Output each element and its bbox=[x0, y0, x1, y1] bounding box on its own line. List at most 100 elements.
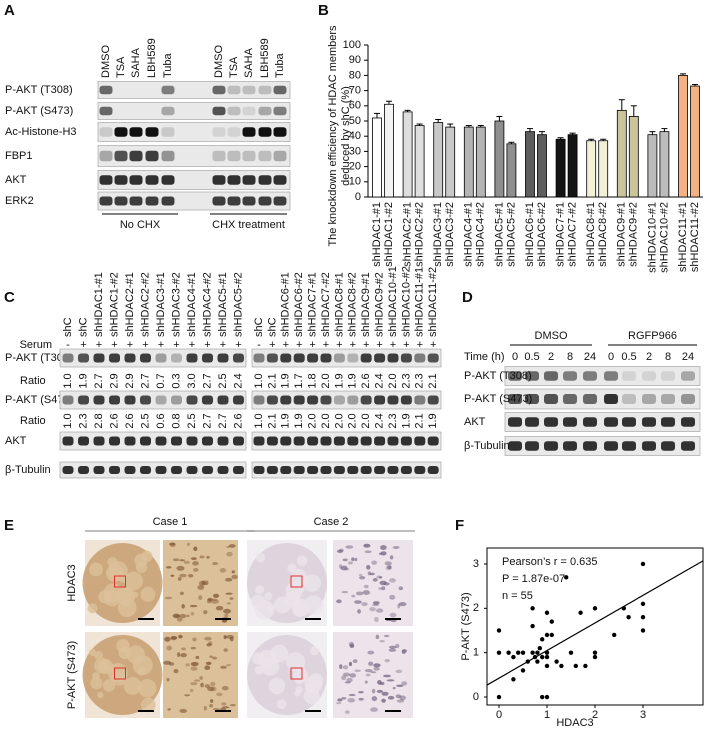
lane-label: LBH589 bbox=[146, 38, 158, 78]
cell-nucleus bbox=[370, 707, 378, 712]
annotation: Pearson’s r = 0.635 bbox=[502, 556, 598, 568]
cell-nucleus bbox=[354, 669, 361, 673]
blot-band bbox=[360, 353, 372, 363]
point bbox=[573, 663, 578, 669]
bar bbox=[690, 85, 700, 198]
cell-nucleus bbox=[339, 664, 343, 669]
blot-band bbox=[414, 395, 426, 405]
blot-band bbox=[145, 175, 159, 185]
x-tick-label: shHDAC3-#1 bbox=[432, 202, 444, 267]
blot-band bbox=[563, 371, 577, 381]
blot-band bbox=[266, 436, 278, 446]
cell-nucleus bbox=[348, 693, 356, 697]
lane-label: shHDAC4-#1 bbox=[186, 272, 198, 337]
ratio-value: 2.7 bbox=[217, 413, 229, 428]
row-label: Ratio bbox=[20, 375, 46, 387]
blot-band bbox=[242, 127, 256, 137]
row-label: Ac-Histone-H3 bbox=[5, 126, 77, 138]
blot-band bbox=[681, 417, 695, 427]
ratio-value: 1.0 bbox=[62, 413, 74, 428]
blot-strip bbox=[59, 390, 247, 410]
y-tick-label: 100 bbox=[343, 39, 361, 51]
serum-sign: + bbox=[390, 339, 396, 351]
cell-nucleus bbox=[367, 571, 372, 576]
cell-nucleus bbox=[365, 673, 371, 677]
ratio-value: 2.4 bbox=[232, 373, 244, 388]
cell-nucleus bbox=[340, 565, 348, 571]
blot-strip bbox=[97, 170, 291, 190]
cell-nucleus bbox=[167, 708, 171, 711]
bar bbox=[647, 134, 658, 198]
ratio-value: 2.0 bbox=[387, 373, 399, 388]
blot-band bbox=[681, 441, 695, 451]
lane-label: shHDAC1-#2 bbox=[108, 272, 120, 337]
point bbox=[640, 601, 646, 607]
zoom-box bbox=[114, 667, 126, 680]
blot-band bbox=[544, 417, 558, 427]
blot-band bbox=[333, 466, 345, 474]
tissue-detail bbox=[140, 697, 156, 713]
cell-nucleus bbox=[170, 635, 178, 640]
ratio-value: 1.7 bbox=[293, 373, 305, 388]
cell-nucleus bbox=[181, 603, 185, 609]
cell-nucleus bbox=[212, 562, 219, 566]
cell-nucleus bbox=[354, 557, 358, 562]
blot-band bbox=[145, 196, 159, 206]
cell-nucleus bbox=[383, 634, 390, 638]
cell-nucleus bbox=[367, 650, 375, 655]
cell-nucleus bbox=[169, 542, 176, 546]
cell-nucleus bbox=[204, 665, 211, 671]
blot-strip bbox=[97, 102, 291, 120]
blot-band bbox=[400, 466, 412, 474]
ratio-value: 1.0 bbox=[253, 413, 265, 428]
bar bbox=[433, 122, 444, 198]
cell-nucleus bbox=[173, 668, 179, 674]
blot-band bbox=[273, 127, 287, 137]
cell-nucleus bbox=[364, 550, 372, 554]
cell-nucleus bbox=[382, 674, 391, 678]
cell-nucleus bbox=[180, 591, 184, 596]
cell-nucleus bbox=[223, 635, 227, 640]
blot-band bbox=[212, 85, 226, 95]
ratio-value: 2.0 bbox=[347, 413, 359, 428]
blot-band bbox=[242, 106, 256, 116]
point bbox=[525, 659, 530, 664]
row-label: Ratio bbox=[20, 415, 46, 427]
cell-nucleus bbox=[176, 565, 185, 571]
time-value: 0.5 bbox=[621, 351, 636, 363]
cell-nucleus bbox=[216, 692, 223, 697]
cell-nucleus bbox=[190, 666, 198, 671]
cell-nucleus bbox=[387, 565, 392, 570]
ratio-value: 1.9 bbox=[427, 413, 439, 428]
lane-label: shHDAC5-#2 bbox=[232, 272, 244, 337]
blot-band bbox=[293, 436, 305, 446]
cell-nucleus bbox=[347, 561, 354, 565]
tissue-detail bbox=[289, 568, 307, 586]
cell-nucleus bbox=[379, 580, 387, 586]
time-value: 24 bbox=[682, 351, 694, 363]
blot-band bbox=[293, 466, 305, 474]
y-tick-label: 2 bbox=[473, 602, 479, 614]
ratio-value: 1.9 bbox=[280, 373, 292, 388]
blot-band bbox=[604, 417, 618, 427]
blot-band bbox=[642, 441, 656, 451]
lane-label: SAHA bbox=[243, 47, 255, 78]
blot-band bbox=[99, 196, 113, 206]
blot-band bbox=[140, 466, 151, 474]
ratio-value: 2.3 bbox=[77, 413, 89, 428]
cell-nucleus bbox=[220, 665, 227, 669]
point bbox=[511, 677, 516, 682]
row-label: AKT bbox=[5, 174, 27, 186]
ratio-value: 2.1 bbox=[427, 373, 439, 388]
cell-nucleus bbox=[198, 595, 203, 600]
x-tick-label: 2 bbox=[592, 709, 598, 721]
cell-nucleus bbox=[187, 574, 194, 578]
cell-nucleus bbox=[189, 688, 194, 693]
ratio-value: 2.6 bbox=[108, 413, 120, 428]
cell-nucleus bbox=[375, 608, 384, 613]
cell-nucleus bbox=[361, 602, 368, 607]
time-value: 0 bbox=[512, 351, 518, 363]
tissue-detail bbox=[123, 677, 142, 695]
blot-band bbox=[307, 436, 319, 446]
point bbox=[532, 654, 538, 660]
